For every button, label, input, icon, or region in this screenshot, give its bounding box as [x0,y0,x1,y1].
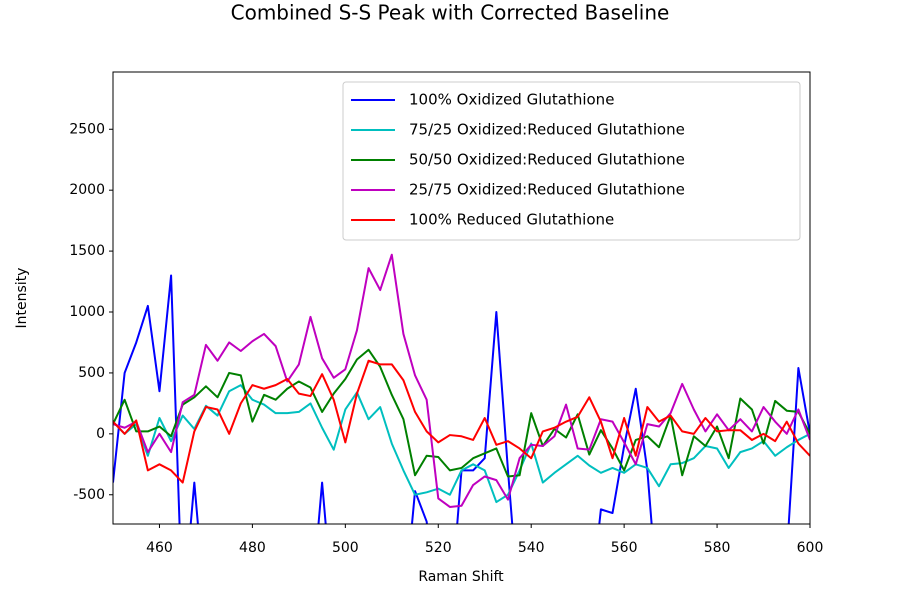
y-tick-label: 1000 [69,304,105,320]
series-line [113,253,810,508]
x-tick-label: 460 [146,540,173,556]
legend-label: 25/75 Oxidized:Reduced Glutathione [409,181,685,199]
y-tick-label: 0 [96,426,105,442]
legend-label: 100% Oxidized Glutathione [409,91,614,109]
x-axis-label: Raman Shift [418,569,504,585]
axes-frame [112,71,811,525]
y-tick-label: 2000 [69,182,105,198]
legend-label: 100% Reduced Glutathione [409,211,614,229]
y-tick-label: 2500 [69,121,105,137]
y-tick-label: 500 [78,365,105,381]
x-tick-label: 480 [239,540,266,556]
x-tick-label: 600 [797,540,824,556]
y-tick-label: -500 [73,487,105,503]
y-tick-label: 1500 [69,243,105,259]
plot-area [113,253,810,524]
series-line [113,384,810,504]
x-tick-label: 520 [425,540,452,556]
legend-label: 50/50 Oxidized:Reduced Glutathione [409,151,685,169]
legend-box [342,81,801,241]
x-tick-label: 500 [332,540,359,556]
x-tick-label: 540 [518,540,545,556]
series-line [113,348,810,478]
chart-title: Combined S-S Peak with Corrected Baselin… [231,1,670,25]
x-tick-label: 580 [704,540,731,556]
x-tick-label: 560 [611,540,638,556]
y-axis-label: Intensity [14,268,30,329]
legend-label: 75/25 Oxidized:Reduced Glutathione [409,121,685,139]
series-line [113,359,810,484]
